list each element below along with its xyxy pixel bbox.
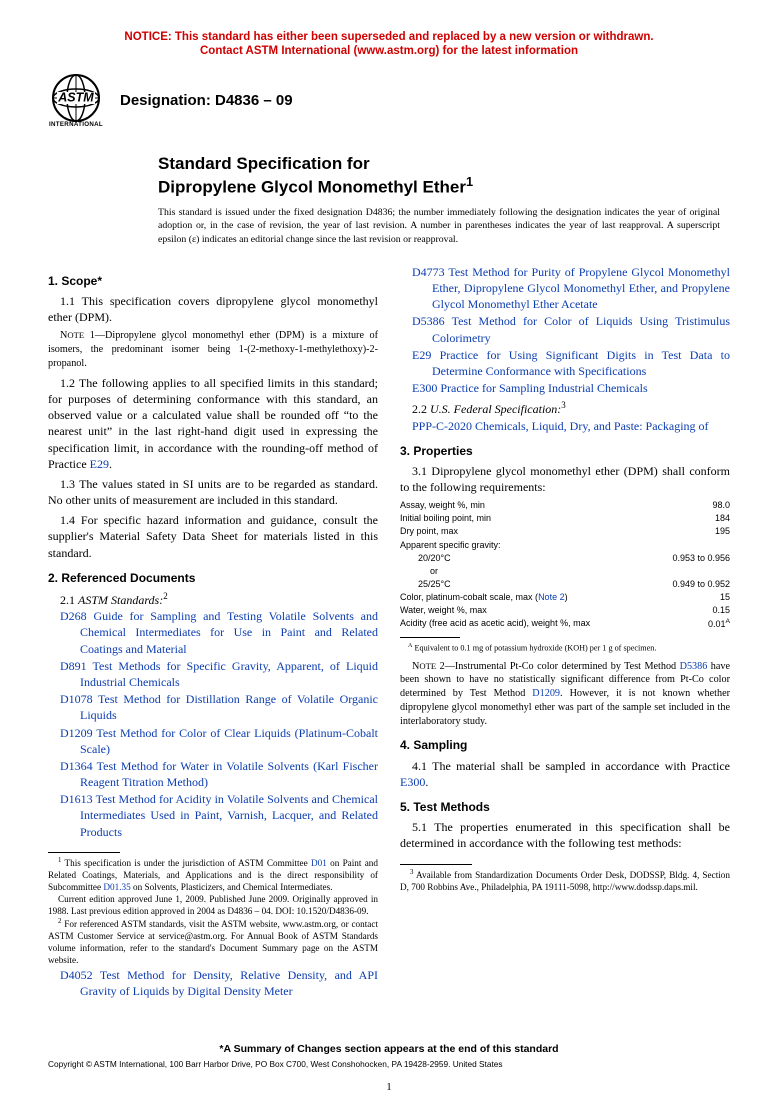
summary-of-changes-pointer: *A Summary of Changes section appears at… xyxy=(48,1042,730,1056)
link-e300-inline[interactable]: E300 xyxy=(400,775,425,789)
properties-table: Assay, weight %, min98.0Initial boiling … xyxy=(400,499,730,630)
subhead-2-1: 2.1 ASTM Standards:2 xyxy=(48,590,378,608)
section-3-head: 3. Properties xyxy=(400,443,730,459)
prop-row: Acidity (free acid as acetic acid), weig… xyxy=(400,617,730,631)
link-e29[interactable]: E29 xyxy=(412,348,431,362)
ref-e300: E300 Practice for Sampling Industrial Ch… xyxy=(400,380,730,396)
logo-caption: INTERNATIONAL xyxy=(49,121,103,129)
ref-d1364: D1364 Test Method for Water in Volatile … xyxy=(48,758,378,790)
link-ppp-c-2020[interactable]: PPP-C-2020 xyxy=(412,419,472,433)
prop-row: 20/20°C0.953 to 0.956 xyxy=(400,552,730,565)
link-e300[interactable]: E300 xyxy=(412,381,437,395)
ref-e29: E29 Practice for Using Significant Digit… xyxy=(400,347,730,379)
section-1-head: 1. Scope* xyxy=(48,273,378,289)
prop-row: Initial boiling point, min184 xyxy=(400,512,730,525)
link-d1078[interactable]: D1078 xyxy=(60,692,93,706)
ref-d1078: D1078 Test Method for Distillation Range… xyxy=(48,691,378,723)
para-1-1: 1.1 This specification covers dipropylen… xyxy=(48,293,378,325)
header-row: ASTM INTERNATIONAL Designation: D4836 – … xyxy=(48,73,730,129)
astm-logo-icon: ASTM xyxy=(51,73,101,123)
astm-logo: ASTM INTERNATIONAL xyxy=(48,73,104,129)
link-d268[interactable]: D268 xyxy=(60,609,87,623)
prop-row: Color, platinum-cobalt scale, max (Note … xyxy=(400,591,730,604)
link-d5386[interactable]: D5386 xyxy=(412,314,445,328)
issuance-note: This standard is issued under the fixed … xyxy=(158,206,730,246)
footnote-3: 3 Available from Standardization Documen… xyxy=(400,869,730,894)
para-1-4: 1.4 For specific hazard information and … xyxy=(48,512,378,561)
notice-line1: NOTICE: This standard has either been su… xyxy=(124,31,653,43)
supersession-notice: NOTICE: This standard has either been su… xyxy=(48,30,730,59)
link-d1364[interactable]: D1364 xyxy=(60,759,93,773)
prop-row: or xyxy=(400,565,730,578)
note-1: NOTE 1—Dipropylene glycol monomethyl eth… xyxy=(48,329,378,370)
two-column-body: 1. Scope* 1.1 This specification covers … xyxy=(48,264,730,1032)
link-d891[interactable]: D891 xyxy=(60,659,87,673)
note-2: NOTE 2—Instrumental Pt-Co color determin… xyxy=(400,660,730,729)
link-d1209[interactable]: D1209 xyxy=(60,726,93,740)
link-d01-35[interactable]: D01.35 xyxy=(103,882,130,892)
section-4-head: 4. Sampling xyxy=(400,737,730,753)
prop-row: Assay, weight %, min98.0 xyxy=(400,499,730,512)
prop-row: Dry point, max195 xyxy=(400,525,730,538)
ref-d4773: D4773 Test Method for Purity of Propylen… xyxy=(400,264,730,313)
copyright-line: Copyright © ASTM International, 100 Barr… xyxy=(48,1059,730,1070)
ref-d1613: D1613 Test Method for Acidity in Volatil… xyxy=(48,791,378,840)
footnote-1: 1 This specification is under the jurisd… xyxy=(48,857,378,894)
ref-d4052: D4052 Test Method for Density, Relative … xyxy=(48,967,378,999)
para-5-1: 5.1 The properties enumerated in this sp… xyxy=(400,819,730,851)
link-d1209-inline[interactable]: D1209 xyxy=(532,688,560,699)
ref-fed: PPP-C-2020 Chemicals, Liquid, Dry, and P… xyxy=(400,418,730,434)
page-number: 1 xyxy=(48,1080,730,1095)
ref-d5386: D5386 Test Method for Color of Liquids U… xyxy=(400,313,730,345)
link-e29-inline[interactable]: E29 xyxy=(90,457,109,471)
section-5-head: 5. Test Methods xyxy=(400,799,730,815)
document-title: Standard Specification for Dipropylene G… xyxy=(158,153,730,198)
link-d4052[interactable]: D4052 xyxy=(60,968,93,982)
footnote-1b: Current edition approved June 1, 2009. P… xyxy=(48,894,378,918)
prop-row: Apparent specific gravity: xyxy=(400,539,730,552)
para-1-3: 1.3 The values stated in SI units are to… xyxy=(48,476,378,508)
section-2-head: 2. Referenced Documents xyxy=(48,570,378,586)
ref-d268: D268 Guide for Sampling and Testing Vola… xyxy=(48,608,378,657)
svg-text:ASTM: ASTM xyxy=(57,90,94,104)
table-footnote-rule xyxy=(400,637,460,638)
link-d1613[interactable]: D1613 xyxy=(60,792,93,806)
table-footnote-a: A Equivalent to 0.1 mg of potassium hydr… xyxy=(400,642,730,654)
para-3-1: 3.1 Dipropylene glycol monomethyl ether … xyxy=(400,463,730,495)
para-4-1: 4.1 The material shall be sampled in acc… xyxy=(400,758,730,790)
prop-row: Water, weight %, max0.15 xyxy=(400,604,730,617)
footnote-rule-right xyxy=(400,864,472,865)
para-1-2: 1.2 The following applies to all specifi… xyxy=(48,375,378,472)
designation: Designation: D4836 – 09 xyxy=(120,91,293,111)
subhead-2-2: 2.2 U.S. Federal Specification:3 xyxy=(400,399,730,417)
link-note-2[interactable]: Note 2 xyxy=(538,592,565,602)
title-block: Standard Specification for Dipropylene G… xyxy=(158,153,730,198)
link-d4773[interactable]: D4773 xyxy=(412,265,445,279)
link-d01[interactable]: D01 xyxy=(311,858,327,868)
prop-row: 25/25°C0.949 to 0.952 xyxy=(400,578,730,591)
ref-d1209: D1209 Test Method for Color of Clear Liq… xyxy=(48,725,378,757)
ref-d891: D891 Test Methods for Specific Gravity, … xyxy=(48,658,378,690)
notice-line2: Contact ASTM International (www.astm.org… xyxy=(200,45,578,57)
footnote-rule-left xyxy=(48,852,120,853)
link-d5386-inline[interactable]: D5386 xyxy=(680,661,708,672)
footnote-2: 2 For referenced ASTM standards, visit t… xyxy=(48,918,378,967)
